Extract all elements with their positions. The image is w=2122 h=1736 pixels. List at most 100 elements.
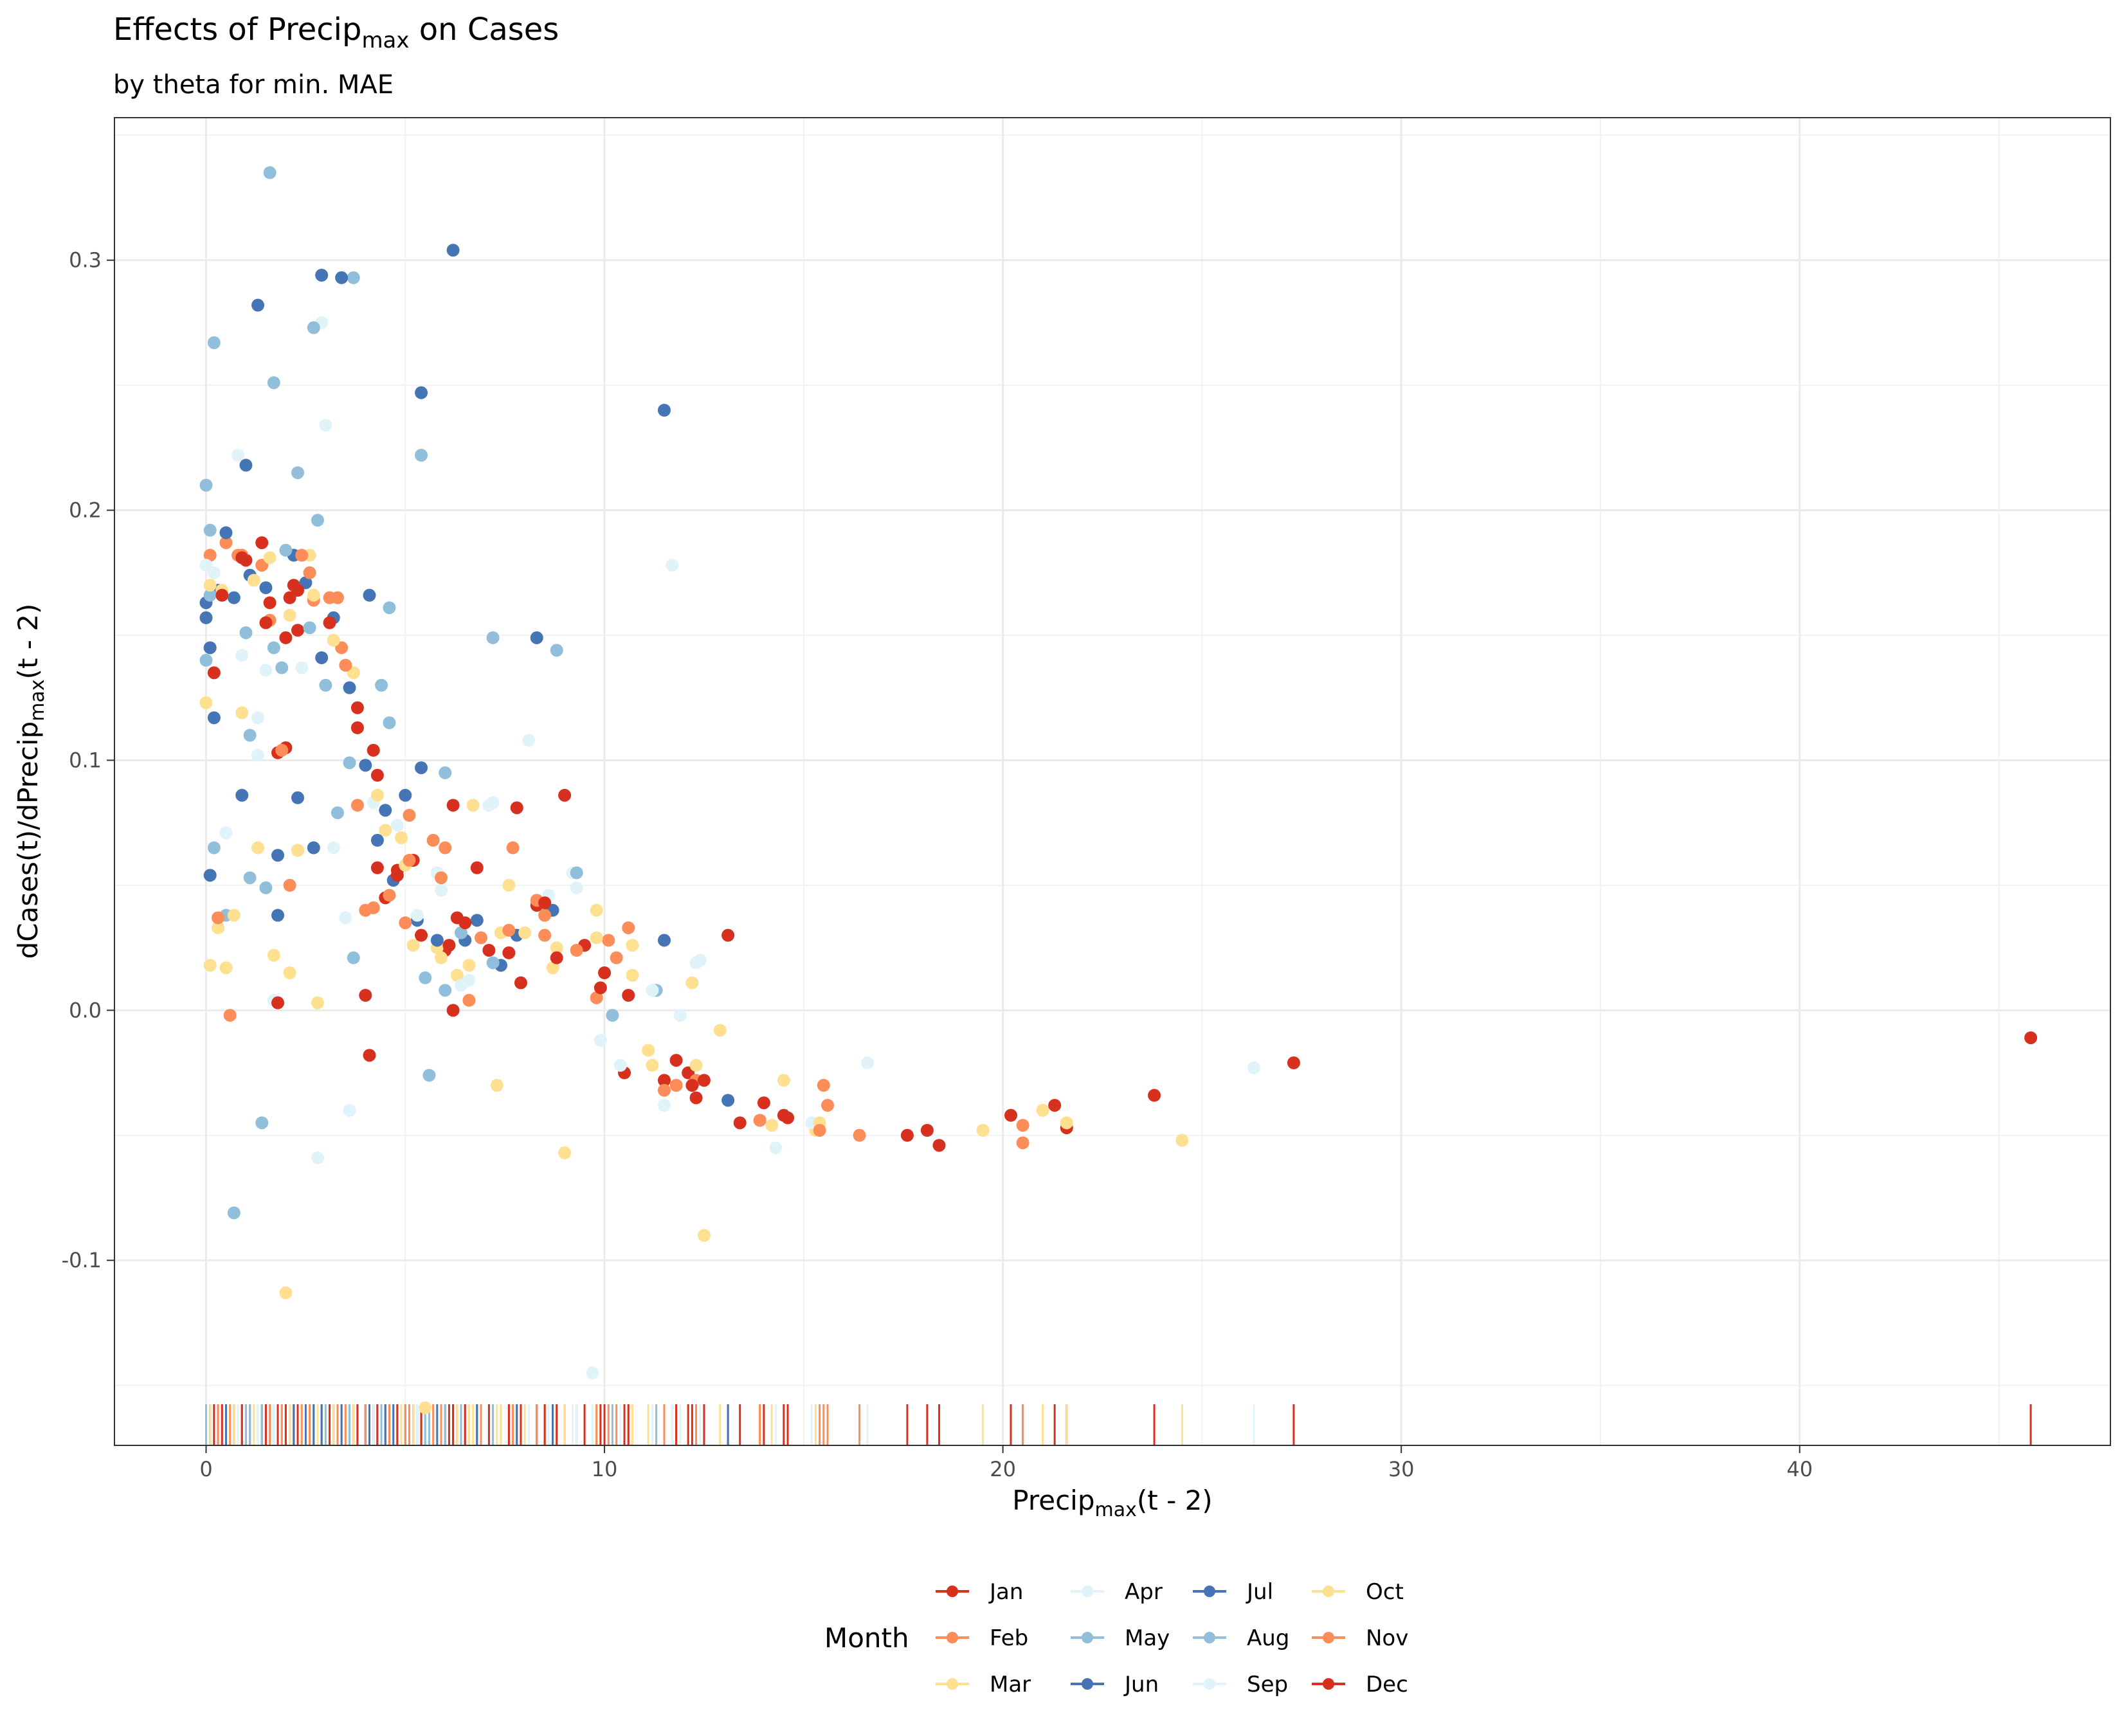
data-point xyxy=(697,1229,711,1242)
data-point xyxy=(1175,1134,1189,1147)
data-point xyxy=(669,1079,683,1092)
data-point xyxy=(311,514,324,527)
data-point xyxy=(590,931,603,945)
y-tick-label: 0.1 xyxy=(69,748,102,772)
data-point xyxy=(275,743,289,757)
data-point xyxy=(199,696,213,709)
data-point xyxy=(470,861,484,874)
data-point xyxy=(359,759,372,772)
y-axis: -0.1 0.0 0.1 0.2 0.3 xyxy=(62,248,114,1272)
data-point xyxy=(295,548,309,562)
data-point xyxy=(235,551,249,565)
data-point xyxy=(239,626,253,640)
data-point xyxy=(219,961,233,975)
data-point xyxy=(606,1009,619,1022)
data-point xyxy=(422,1069,436,1082)
data-point xyxy=(203,959,217,972)
data-point xyxy=(399,788,412,802)
chart-title: Effects of Precipmax on Cases xyxy=(113,12,559,53)
data-point xyxy=(219,526,233,539)
data-point xyxy=(379,824,392,837)
data-point xyxy=(303,621,316,635)
legend: Month Jan Feb Mar Apr May Jun Jul Aug Sep Oct Nov D… xyxy=(824,1579,1408,1697)
data-point xyxy=(239,458,253,472)
data-point xyxy=(1060,1116,1073,1130)
data-point xyxy=(243,728,257,742)
data-point xyxy=(721,928,735,942)
data-point xyxy=(415,386,428,399)
x-tick-label: 30 xyxy=(1388,1457,1415,1481)
data-point xyxy=(470,914,484,927)
data-point xyxy=(331,591,344,604)
data-point xyxy=(275,661,289,674)
data-point xyxy=(343,756,356,770)
chart-subtitle: by theta for min. MAE xyxy=(113,70,394,100)
legend-label: Dec xyxy=(1366,1672,1408,1697)
data-point xyxy=(227,909,240,922)
data-point xyxy=(370,788,384,802)
data-point xyxy=(291,844,304,857)
legend-key-point xyxy=(1204,1632,1215,1643)
data-point xyxy=(279,1286,293,1299)
data-point xyxy=(291,584,304,597)
data-point xyxy=(215,588,229,602)
data-point xyxy=(271,909,285,922)
data-point xyxy=(375,678,388,692)
y-axis-title: dCases(t)/dPrecipmax(t - 2) xyxy=(12,604,49,959)
data-point xyxy=(203,588,217,602)
data-point xyxy=(271,849,285,862)
data-point xyxy=(219,536,233,550)
legend-key-point xyxy=(1323,1632,1334,1643)
data-point xyxy=(685,976,699,990)
data-point xyxy=(462,959,476,972)
data-point xyxy=(383,889,396,902)
data-point xyxy=(455,926,468,939)
data-point xyxy=(259,881,273,894)
legend-item: Mar xyxy=(936,1672,1031,1697)
data-point xyxy=(1036,1103,1049,1117)
data-point xyxy=(853,1128,866,1142)
data-point xyxy=(657,404,671,417)
data-point xyxy=(646,1058,659,1072)
data-point xyxy=(267,641,280,655)
data-point xyxy=(199,478,213,492)
data-point xyxy=(502,946,516,959)
legend-label: Apr xyxy=(1125,1579,1163,1605)
data-point xyxy=(657,1074,671,1087)
data-point xyxy=(243,871,257,885)
legend-label: Nov xyxy=(1366,1625,1408,1651)
data-point xyxy=(598,966,612,979)
data-point xyxy=(570,881,583,894)
data-point xyxy=(693,954,707,967)
data-point xyxy=(283,966,296,979)
data-point xyxy=(207,566,221,579)
data-point xyxy=(199,611,213,624)
data-point xyxy=(657,934,671,947)
data-point xyxy=(295,661,309,674)
data-point xyxy=(538,928,552,942)
data-point xyxy=(439,766,452,779)
y-tick-label: 0.0 xyxy=(69,998,102,1022)
data-point xyxy=(446,1004,460,1017)
data-point xyxy=(207,336,221,349)
data-point xyxy=(390,869,404,882)
legend-key-point xyxy=(1204,1678,1215,1690)
data-point xyxy=(817,1079,830,1092)
data-point xyxy=(538,909,552,922)
data-point xyxy=(291,791,304,804)
data-point xyxy=(339,911,352,925)
data-point xyxy=(522,734,536,747)
legend-item: Aug xyxy=(1193,1625,1289,1651)
data-point xyxy=(379,804,392,817)
data-point xyxy=(335,271,349,284)
legend-item: Jun xyxy=(1071,1672,1159,1697)
data-point xyxy=(586,1366,599,1380)
data-point xyxy=(307,588,320,602)
data-point xyxy=(267,948,280,962)
data-point xyxy=(657,1083,671,1097)
data-point xyxy=(307,321,320,334)
data-point xyxy=(350,701,364,714)
data-point xyxy=(263,551,277,565)
data-point xyxy=(419,1401,432,1415)
